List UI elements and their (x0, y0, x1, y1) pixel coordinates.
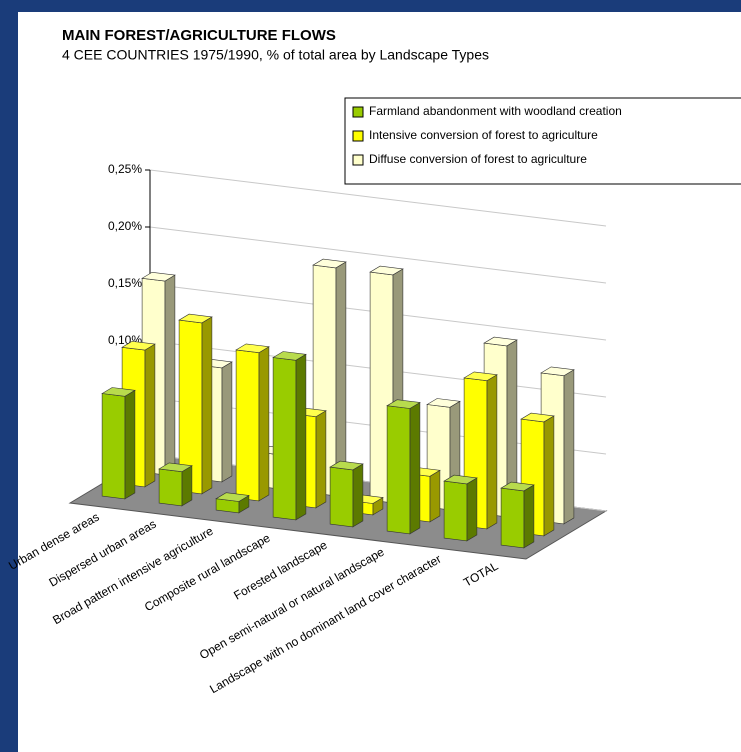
bar-side (466, 477, 478, 542)
y-tick-label: 0,15% (108, 276, 142, 290)
bar (329, 460, 364, 528)
bar (101, 387, 136, 500)
legend-swatch (352, 154, 364, 166)
bar-side (523, 484, 535, 549)
bar-top (235, 343, 270, 354)
bar-side (409, 401, 421, 535)
legend-label: Farmland abandonment with woodland creat… (369, 104, 622, 118)
bar-side (563, 369, 575, 525)
bar-top (272, 351, 307, 361)
bar-front (329, 466, 354, 528)
bar-top (483, 336, 518, 347)
bar-side (201, 316, 213, 495)
legend-label: Diffuse conversion of forest to agricult… (369, 152, 587, 166)
legend-label: Intensive conversion of forest to agricu… (369, 128, 598, 142)
bar-side (144, 343, 156, 488)
bar (500, 481, 535, 549)
bar-top (121, 340, 156, 351)
grid-line (149, 226, 607, 284)
bar-top (386, 399, 421, 409)
bar-top (215, 492, 250, 502)
bar-side (181, 465, 193, 507)
bar (178, 313, 213, 495)
bar-side (543, 415, 555, 537)
bar-top (178, 313, 213, 324)
y-tick-label: 0,20% (108, 219, 142, 233)
legend-box (344, 97, 741, 185)
bar-side (429, 469, 441, 523)
bar-side (335, 261, 347, 497)
bar-top (540, 366, 575, 377)
bar (463, 371, 498, 530)
bar-top (101, 387, 136, 397)
bar-front (158, 468, 183, 507)
bar (386, 399, 421, 535)
bar-front (272, 357, 297, 521)
bar (158, 462, 193, 507)
bar-side (221, 361, 233, 483)
grid-line (149, 169, 607, 227)
bar-side (258, 346, 270, 502)
bar-top (443, 474, 478, 485)
bar-front (235, 349, 260, 502)
bar-front (386, 405, 411, 535)
bar-top (158, 462, 193, 473)
bar-top (520, 412, 555, 423)
bar (215, 492, 250, 514)
bar-top (463, 371, 498, 382)
bar-side (164, 274, 176, 476)
y-tick-label: 0,25% (108, 162, 142, 176)
bar (443, 474, 478, 542)
bar-front (443, 480, 468, 542)
bar-top (426, 398, 461, 408)
bar-top (369, 265, 404, 276)
chart-title: MAIN FOREST/AGRICULTURE FLOWS (62, 27, 336, 44)
bar-side (295, 353, 307, 521)
bar (272, 351, 307, 521)
bar-top (312, 258, 347, 269)
bar-top (500, 481, 535, 492)
bar-top (329, 460, 364, 471)
bar (235, 343, 270, 502)
bar-front (101, 393, 126, 500)
legend-swatch (352, 106, 364, 118)
bar-front (500, 487, 525, 549)
bar-side (486, 374, 498, 530)
bar-side (315, 410, 327, 509)
chart-subtitle: 4 CEE COUNTRIES 1975/1990, % of total ar… (62, 47, 489, 63)
bar-top (141, 271, 176, 282)
legend-swatch (352, 130, 364, 142)
bar-side (352, 463, 364, 528)
bar-side (124, 389, 136, 500)
